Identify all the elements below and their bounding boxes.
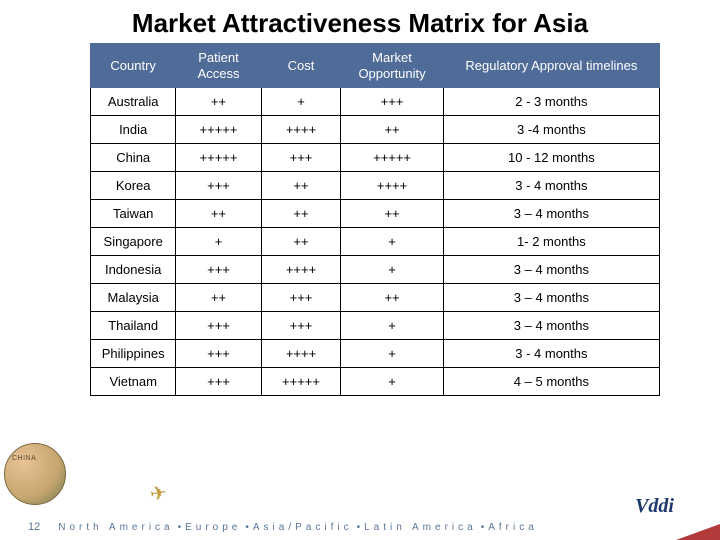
cell-cost: +++ [261,144,341,172]
cell-access: + [176,228,261,256]
cell-reg: 4 – 5 months [443,368,659,396]
globe-image: CHINA [0,435,85,520]
cell-cost: ++++ [261,256,341,284]
table-row: Malaysia+++++++3 – 4 months [91,284,660,312]
cell-country: Malaysia [91,284,176,312]
cell-market: + [341,312,443,340]
cell-reg: 3 – 4 months [443,256,659,284]
region-separator: • [477,522,489,533]
cell-cost: ++++ [261,340,341,368]
globe-label: CHINA [12,455,36,462]
table-row: Australia++++++2 - 3 months [91,88,660,116]
cell-cost: + [261,88,341,116]
region-label: Latin America [364,522,477,533]
cell-country: Australia [91,88,176,116]
col-header-cost: Cost [261,44,341,88]
cell-country: Vietnam [91,368,176,396]
cell-reg: 3 – 4 months [443,284,659,312]
cell-market: + [341,340,443,368]
cell-cost: ++ [261,228,341,256]
cell-market: + [341,256,443,284]
cell-access: ++ [176,88,261,116]
cell-country: China [91,144,176,172]
table-row: Thailand+++++++3 – 4 months [91,312,660,340]
region-label: North America [58,522,173,533]
cell-reg: 3 – 4 months [443,200,659,228]
cell-market: + [341,368,443,396]
table-row: Singapore++++1- 2 months [91,228,660,256]
matrix-table: Country Patient Access Cost Market Oppor… [90,43,660,396]
cell-country: Philippines [91,340,176,368]
cell-country: Taiwan [91,200,176,228]
cell-cost: ++ [261,200,341,228]
cell-market: ++ [341,200,443,228]
table-row: Indonesia++++++++3 – 4 months [91,256,660,284]
table-row: China+++++++++++++10 - 12 months [91,144,660,172]
cell-reg: 1- 2 months [443,228,659,256]
cell-access: +++++ [176,116,261,144]
region-separator: • [241,522,253,533]
cell-country: Singapore [91,228,176,256]
col-header-access: Patient Access [176,44,261,88]
cell-access: +++ [176,312,261,340]
col-header-reg: Regulatory Approval timelines [443,44,659,88]
cell-reg: 3 -4 months [443,116,659,144]
cell-access: +++++ [176,144,261,172]
table-row: India+++++++++++3 -4 months [91,116,660,144]
cell-cost: +++ [261,312,341,340]
cell-access: ++ [176,284,261,312]
cell-reg: 10 - 12 months [443,144,659,172]
table-row: Korea+++++++++3 - 4 months [91,172,660,200]
cell-country: Korea [91,172,176,200]
table-row: Taiwan++++++3 – 4 months [91,200,660,228]
cell-cost: +++++ [261,368,341,396]
cell-access: ++ [176,200,261,228]
matrix-table-container: Country Patient Access Cost Market Oppor… [0,43,720,396]
cell-market: ++++ [341,172,443,200]
cell-reg: 3 - 4 months [443,340,659,368]
cell-reg: 3 - 4 months [443,172,659,200]
region-separator: • [174,522,186,533]
region-separator: • [353,522,365,533]
page-title: Market Attractiveness Matrix for Asia [0,0,720,43]
col-header-market: Market Opportunity [341,44,443,88]
plane-icon: ✈ [148,480,169,508]
cell-access: +++ [176,340,261,368]
table-body: Australia++++++2 - 3 monthsIndia++++++++… [91,88,660,396]
region-label: Africa [488,522,538,533]
table-row: Philippines++++++++3 - 4 months [91,340,660,368]
cell-reg: 3 – 4 months [443,312,659,340]
cell-reg: 2 - 3 months [443,88,659,116]
cell-country: Thailand [91,312,176,340]
cell-market: ++ [341,284,443,312]
cell-access: +++ [176,172,261,200]
cell-access: +++ [176,368,261,396]
cell-market: ++ [341,116,443,144]
cell-country: India [91,116,176,144]
region-label: Europe [185,522,241,533]
cell-market: +++ [341,88,443,116]
page-number: 12 [28,521,40,533]
col-header-country: Country [91,44,176,88]
cell-market: + [341,228,443,256]
cell-cost: ++ [261,172,341,200]
footer-regions: North America•Europe•Asia/Pacific•Latin … [58,522,538,533]
cell-market: +++++ [341,144,443,172]
region-label: Asia/Pacific [253,522,353,533]
cell-cost: ++++ [261,116,341,144]
footer: 12 North America•Europe•Asia/Pacific•Lat… [0,514,720,540]
cell-country: Indonesia [91,256,176,284]
table-row: Vietnam+++++++++4 – 5 months [91,368,660,396]
cell-access: +++ [176,256,261,284]
cell-cost: +++ [261,284,341,312]
